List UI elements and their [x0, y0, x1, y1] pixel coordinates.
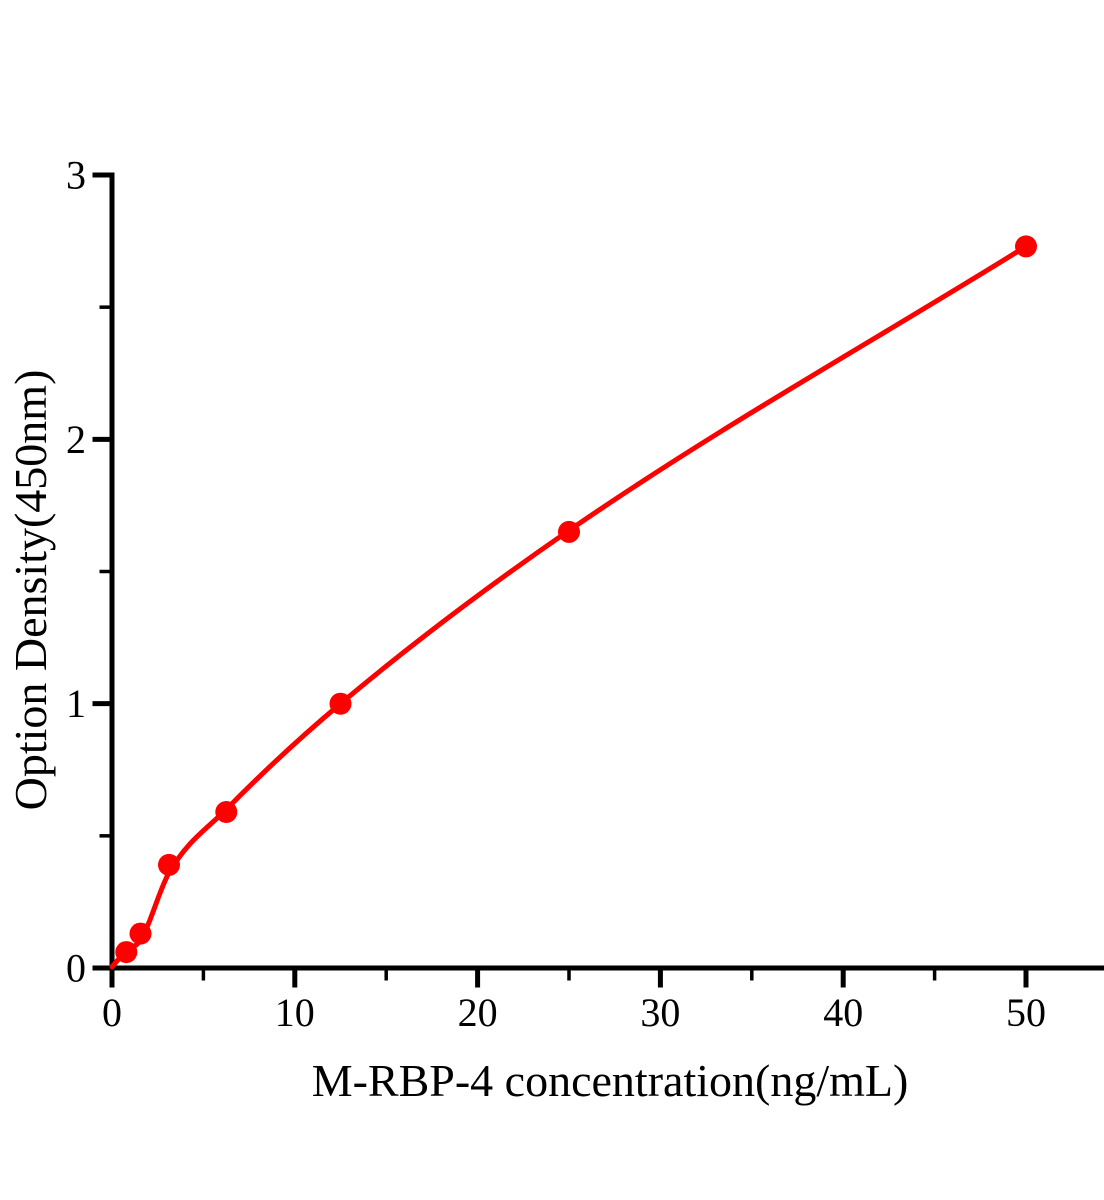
y-tick-label: 0	[66, 946, 86, 991]
data-point-marker	[215, 801, 238, 823]
y-tick-label: 2	[66, 417, 86, 462]
data-point-marker	[1015, 235, 1037, 258]
x-tick-label: 40	[823, 990, 863, 1035]
x-axis-title: M-RBP-4 concentration(ng/mL)	[312, 1055, 909, 1106]
x-tick-label: 30	[640, 990, 680, 1035]
x-tick-label: 50	[1006, 990, 1046, 1035]
x-tick-label: 0	[102, 990, 122, 1035]
data-point-marker	[329, 692, 352, 715]
tick-label-layer: 0 10 20 30 40 50 0 1 2 3	[66, 153, 1046, 1035]
data-point-marker	[115, 941, 138, 964]
y-tick-label: 3	[66, 153, 86, 198]
x-tick-label: 20	[458, 990, 498, 1035]
axes-layer	[92, 172, 1104, 988]
y-tick-label: 1	[66, 681, 86, 726]
data-point-marker	[129, 922, 152, 945]
data-point-marker	[158, 853, 180, 876]
data-series-layer	[109, 235, 1037, 970]
fit-curve	[109, 243, 1029, 970]
x-tick-label: 10	[275, 990, 315, 1035]
y-axis-title: Option Density(450nm)	[5, 370, 56, 811]
data-point-marker	[558, 520, 580, 543]
